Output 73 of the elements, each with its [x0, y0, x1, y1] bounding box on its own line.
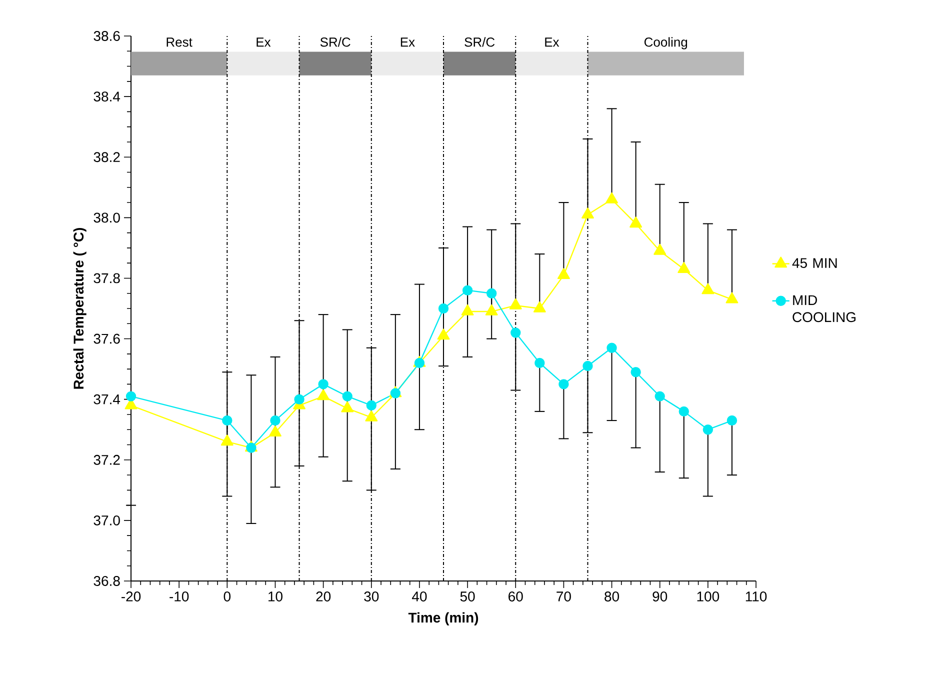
- legend-label: MID COOLING: [792, 295, 856, 322]
- point: [678, 262, 690, 273]
- x-tick-label: 10: [268, 592, 282, 602]
- point: [606, 192, 618, 204]
- point: [630, 366, 641, 378]
- y-tick-label: 38.2: [94, 152, 120, 162]
- point: [269, 426, 282, 436]
- point: [534, 358, 545, 368]
- x-tick-label: 0: [224, 592, 231, 602]
- point: [630, 216, 642, 228]
- y-tick-label: 37.6: [94, 334, 120, 344]
- point: [462, 285, 473, 296]
- point: [437, 328, 450, 340]
- point: [126, 391, 136, 402]
- point: [678, 406, 689, 417]
- point: [294, 394, 304, 404]
- legend-label: 45 MIN: [792, 258, 837, 268]
- point: [510, 328, 521, 338]
- point: [654, 391, 665, 402]
- point: [222, 415, 232, 426]
- point: [366, 400, 376, 410]
- y-tick-label: 37.4: [94, 394, 120, 404]
- x-tick-label: 40: [412, 592, 427, 602]
- x-tick-label: 90: [652, 592, 668, 602]
- x-tick-label: 80: [604, 592, 620, 602]
- point: [485, 304, 498, 316]
- band-label: Rest: [166, 38, 192, 47]
- band-label: SR/C: [464, 37, 495, 47]
- point: [702, 283, 714, 294]
- point: [438, 303, 449, 314]
- point: [270, 415, 280, 426]
- x-tick-label: 70: [556, 592, 571, 602]
- x-tick-label: 20: [316, 592, 331, 602]
- band-label: Cooling: [644, 37, 688, 50]
- point: [582, 208, 594, 218]
- point: [558, 379, 569, 390]
- y-tick-label: 38.0: [94, 212, 120, 223]
- x-axis-title: Time (min): [408, 612, 478, 626]
- y-axis-title: Rectal Temperature ( °C): [73, 228, 86, 389]
- point: [726, 415, 738, 426]
- y-tick-label: 36.8: [94, 576, 120, 586]
- point: [341, 401, 354, 412]
- band-label: SR/C: [320, 37, 350, 47]
- point: [365, 410, 378, 422]
- y-tick-label: 37.0: [94, 515, 120, 526]
- point: [318, 379, 328, 390]
- x-tick-label: 60: [508, 592, 523, 602]
- band-label: Ex: [545, 38, 560, 47]
- point: [509, 298, 522, 310]
- point: [533, 301, 546, 312]
- point: [317, 389, 330, 400]
- point: [557, 268, 570, 280]
- point: [461, 304, 474, 316]
- point: [654, 244, 666, 255]
- band-label: Ex: [256, 38, 271, 47]
- point: [726, 292, 738, 304]
- point: [606, 342, 617, 353]
- point: [342, 391, 352, 402]
- y-tick-label: 38.4: [94, 92, 120, 102]
- x-tick-label: -20: [122, 592, 141, 602]
- x-tick-label: 110: [746, 592, 767, 602]
- point: [220, 434, 234, 446]
- y-tick-label: 37.2: [94, 454, 120, 465]
- y-tick-label: 38.6: [94, 31, 120, 41]
- x-tick-label: 100: [697, 592, 720, 602]
- x-tick-label: -10: [170, 592, 189, 602]
- point: [486, 288, 497, 298]
- x-tick-label: 50: [460, 592, 475, 602]
- point: [702, 424, 714, 435]
- x-tick-label: 30: [364, 592, 379, 602]
- band-label: Ex: [400, 38, 415, 47]
- y-tick-label: 37.8: [94, 273, 120, 284]
- point: [582, 360, 593, 372]
